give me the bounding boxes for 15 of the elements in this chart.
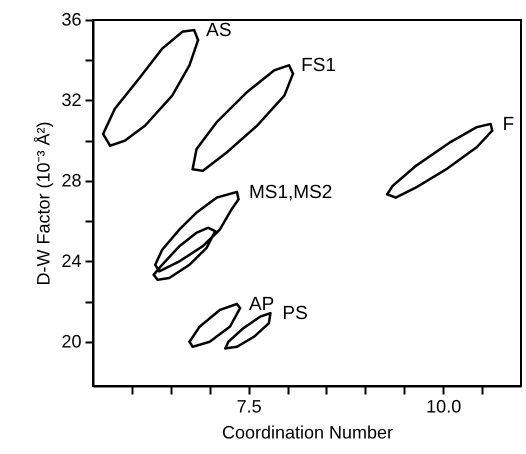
x-tick-label: 7.5 (236, 396, 262, 416)
y-axis-title: D-W Factor (10⁻³ Å²) (33, 121, 54, 286)
series-label: FS1 (301, 55, 336, 76)
series-label: F (502, 114, 514, 135)
series-label: PS (282, 303, 308, 324)
y-tick-label: 28 (61, 170, 82, 190)
y-tick-label: 20 (61, 331, 82, 352)
y-tick-label: 36 (61, 10, 82, 30)
series-label: MS1,MS2 (248, 182, 332, 203)
series-label: AP (248, 294, 274, 315)
y-tick-label: 32 (61, 90, 82, 110)
y-tick-label: 24 (61, 250, 82, 271)
x-axis-title: Coordination Number (222, 422, 394, 442)
x-tick-label: 10.0 (426, 396, 462, 416)
series-label: AS (206, 20, 232, 42)
